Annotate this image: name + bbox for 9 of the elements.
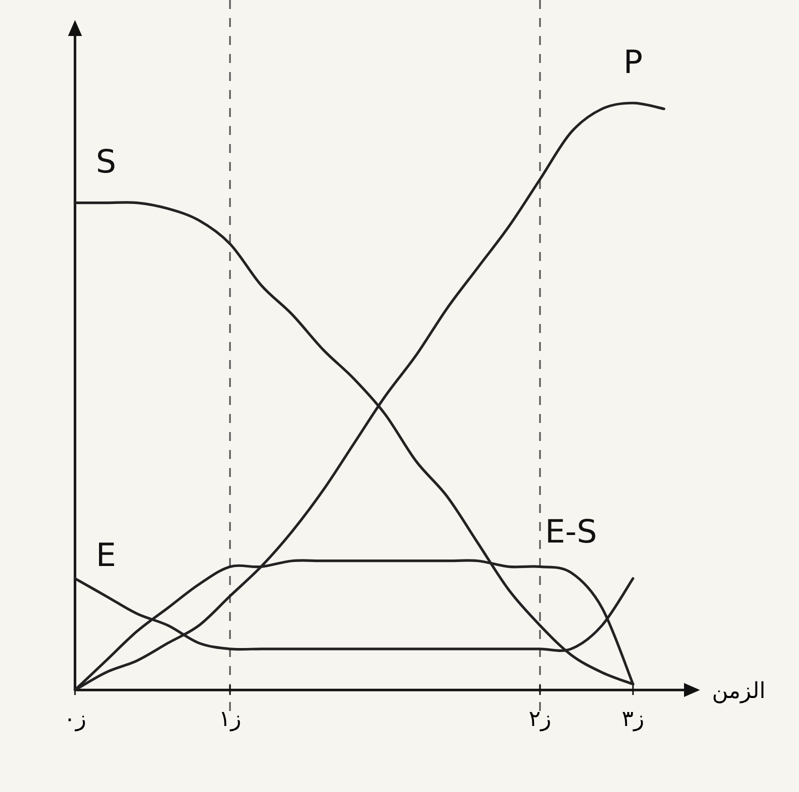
series-label: E [96,536,116,574]
x-tick-label: ز٠ [64,707,86,732]
x-tick-label: ز٣ [622,707,644,732]
series-label: E-S [544,512,598,551]
x-tick-label: ز٢ [528,707,552,732]
x-axis-title: الزمن [712,679,766,704]
x-tick-label: ز١ [218,707,242,732]
series-label: P [623,42,643,81]
series-label: S [96,142,116,181]
